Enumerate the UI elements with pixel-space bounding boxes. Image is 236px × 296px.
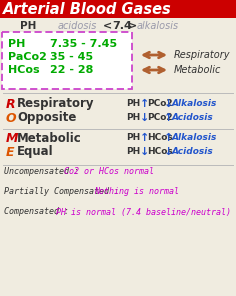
Text: Co2 or HCos normal: Co2 or HCos normal <box>64 168 154 176</box>
Text: PH: PH <box>126 147 140 157</box>
Text: Metabolic: Metabolic <box>17 131 82 144</box>
Text: Opposite: Opposite <box>17 112 76 125</box>
Text: Respiratory: Respiratory <box>17 97 94 110</box>
Text: ↓: ↓ <box>140 147 149 157</box>
Text: PaCo2: PaCo2 <box>8 52 47 62</box>
Text: Partially Compensated :: Partially Compensated : <box>4 187 124 197</box>
Text: ↓: ↓ <box>164 147 173 157</box>
Text: ↓: ↓ <box>140 113 149 123</box>
Text: 35 - 45: 35 - 45 <box>50 52 93 62</box>
Text: PH: PH <box>126 133 140 142</box>
FancyBboxPatch shape <box>0 0 236 18</box>
Text: ↓: ↓ <box>164 99 173 109</box>
Text: E: E <box>6 146 14 158</box>
Text: 7.35 - 7.45: 7.35 - 7.45 <box>50 39 117 49</box>
Text: Compensated :: Compensated : <box>4 207 74 216</box>
Text: O: O <box>6 112 17 125</box>
Text: Acidosis: Acidosis <box>172 113 214 123</box>
Text: alkalosis: alkalosis <box>137 21 179 31</box>
Text: PH: PH <box>20 21 36 31</box>
Text: HCos: HCos <box>8 65 40 75</box>
Text: <: < <box>103 21 112 31</box>
Text: PH: PH <box>8 39 25 49</box>
Text: Acidosis: Acidosis <box>172 147 214 157</box>
Text: >: > <box>128 21 137 31</box>
Text: 22 - 28: 22 - 28 <box>50 65 93 75</box>
Text: Alkalosis: Alkalosis <box>172 133 217 142</box>
Text: HCos: HCos <box>147 133 173 142</box>
Text: Respiratory: Respiratory <box>174 50 231 60</box>
Text: Alkalosis: Alkalosis <box>172 99 217 109</box>
Text: 7.4: 7.4 <box>112 21 132 31</box>
FancyBboxPatch shape <box>2 32 132 89</box>
Text: ↑: ↑ <box>140 133 149 143</box>
Text: Arterial Blood Gases: Arterial Blood Gases <box>3 1 172 17</box>
Text: PCo2: PCo2 <box>147 113 173 123</box>
Text: ↑: ↑ <box>164 113 173 123</box>
Text: ↑: ↑ <box>164 133 173 143</box>
Text: acidosis: acidosis <box>58 21 97 31</box>
Text: M: M <box>6 131 18 144</box>
Text: PH: PH <box>126 99 140 109</box>
Text: HCos: HCos <box>147 147 173 157</box>
Text: ↑: ↑ <box>140 99 149 109</box>
Text: PCo2: PCo2 <box>147 99 173 109</box>
Text: R: R <box>6 97 16 110</box>
Text: Nothing is normal: Nothing is normal <box>94 187 179 197</box>
Text: Uncompensated :: Uncompensated : <box>4 168 84 176</box>
Text: PH: PH <box>126 113 140 123</box>
Text: Equal: Equal <box>17 146 54 158</box>
Text: Metabolic: Metabolic <box>174 65 221 75</box>
Text: PH is normal (7.4 baseline/neutral): PH is normal (7.4 baseline/neutral) <box>56 207 232 216</box>
